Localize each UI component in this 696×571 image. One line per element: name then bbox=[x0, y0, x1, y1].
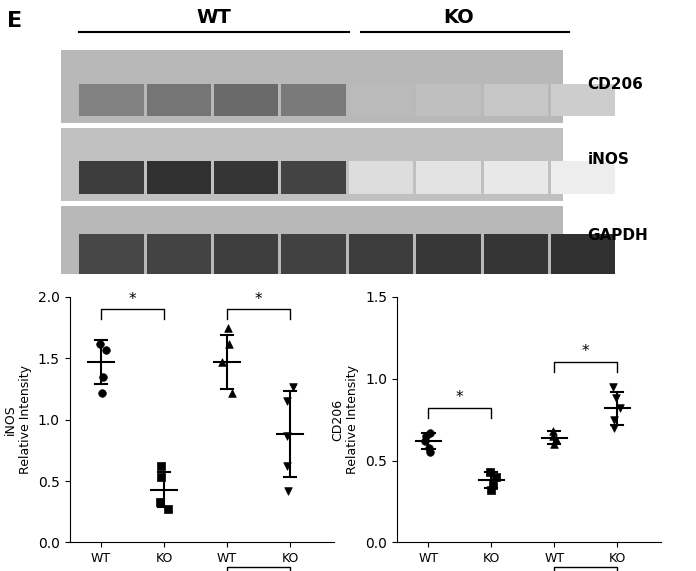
Bar bbox=[484, 83, 548, 116]
Bar bbox=[61, 50, 563, 123]
Bar bbox=[416, 83, 480, 116]
Point bbox=[162, 505, 173, 514]
Point bbox=[420, 436, 431, 445]
Bar bbox=[551, 83, 615, 116]
Point bbox=[98, 372, 109, 381]
Point bbox=[608, 423, 619, 432]
Point bbox=[547, 432, 558, 441]
Text: *: * bbox=[255, 292, 262, 307]
Point bbox=[226, 388, 237, 397]
Text: *: * bbox=[456, 390, 464, 405]
Text: CD206: CD206 bbox=[587, 77, 644, 92]
Point bbox=[423, 443, 434, 452]
Point bbox=[610, 394, 622, 403]
Bar bbox=[214, 234, 278, 274]
Point bbox=[548, 440, 559, 449]
Bar bbox=[281, 234, 346, 274]
Bar bbox=[79, 234, 143, 274]
Bar bbox=[416, 161, 480, 194]
Point bbox=[223, 339, 235, 348]
Bar bbox=[551, 234, 615, 274]
Text: KO: KO bbox=[444, 9, 475, 27]
Point bbox=[425, 448, 436, 457]
Bar bbox=[551, 161, 615, 194]
Bar bbox=[281, 83, 346, 116]
Bar bbox=[484, 234, 548, 274]
Point bbox=[281, 462, 292, 471]
Point bbox=[281, 431, 292, 440]
Point bbox=[94, 339, 105, 348]
Bar bbox=[349, 83, 413, 116]
Bar bbox=[484, 161, 548, 194]
Bar bbox=[416, 234, 480, 274]
Bar bbox=[214, 83, 278, 116]
Bar bbox=[79, 83, 143, 116]
Text: iNOS: iNOS bbox=[587, 152, 630, 167]
Y-axis label: CD206
Relative Intensity: CD206 Relative Intensity bbox=[331, 365, 359, 474]
Text: *: * bbox=[129, 292, 136, 307]
Bar bbox=[147, 83, 211, 116]
Point bbox=[223, 323, 234, 332]
Bar bbox=[147, 234, 211, 274]
Bar bbox=[79, 161, 143, 194]
Bar bbox=[349, 234, 413, 274]
Y-axis label: iNOS
Relative Intensity: iNOS Relative Intensity bbox=[4, 365, 32, 474]
Point bbox=[420, 432, 432, 441]
Point bbox=[282, 397, 293, 406]
Point bbox=[614, 404, 625, 413]
Point bbox=[154, 497, 165, 506]
Point bbox=[287, 382, 299, 391]
Bar bbox=[214, 161, 278, 194]
Bar bbox=[281, 161, 346, 194]
Point bbox=[97, 388, 108, 397]
Point bbox=[551, 435, 562, 444]
Text: *: * bbox=[582, 344, 590, 359]
Point bbox=[216, 357, 228, 367]
Point bbox=[425, 428, 436, 437]
Bar bbox=[349, 161, 413, 194]
Bar bbox=[61, 206, 563, 279]
Point bbox=[485, 468, 496, 477]
Point bbox=[485, 485, 496, 494]
Text: E: E bbox=[7, 11, 22, 31]
Text: WT: WT bbox=[197, 9, 232, 27]
Point bbox=[608, 415, 619, 424]
Bar bbox=[61, 128, 563, 201]
Point bbox=[155, 473, 166, 482]
Point bbox=[548, 427, 559, 436]
Bar bbox=[147, 161, 211, 194]
Point bbox=[607, 383, 618, 392]
Point bbox=[487, 481, 498, 490]
Point bbox=[283, 486, 294, 496]
Point bbox=[491, 472, 502, 481]
Text: GAPDH: GAPDH bbox=[587, 228, 649, 243]
Point bbox=[100, 345, 111, 354]
Point bbox=[155, 462, 166, 471]
